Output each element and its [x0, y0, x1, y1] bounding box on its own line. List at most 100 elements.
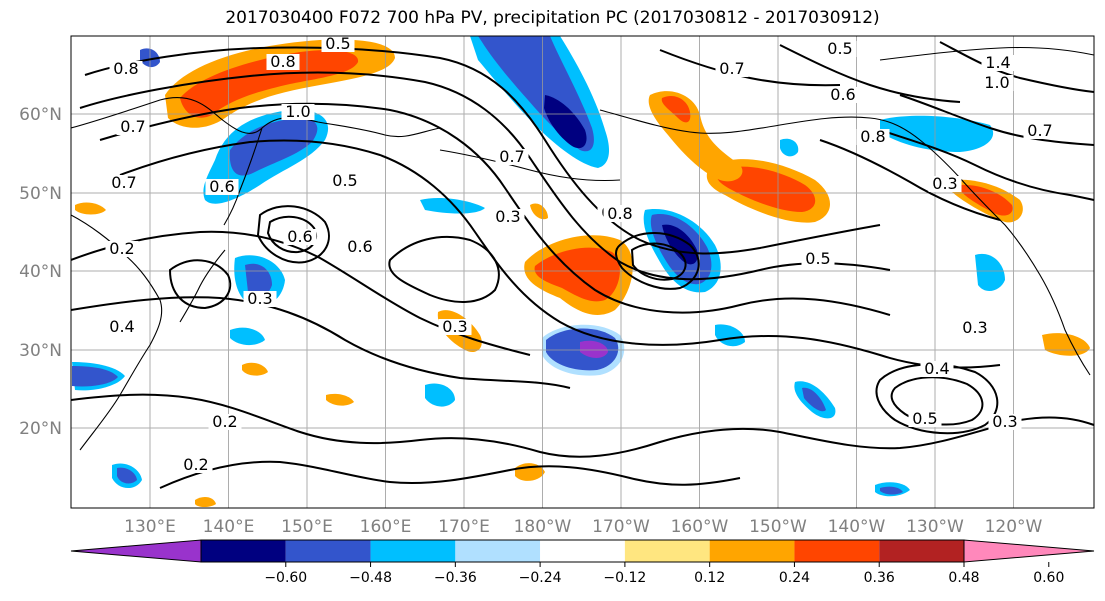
lon-label: 150°W — [749, 517, 807, 537]
colorbar-segment — [370, 540, 456, 562]
colorbar-segment — [201, 540, 286, 562]
shading-lightblue-cal — [975, 253, 1005, 292]
contour-label-bg — [243, 291, 277, 307]
contour-label: 0.5 — [325, 34, 350, 53]
pv-contour — [119, 139, 1001, 369]
pv-contour — [84, 46, 881, 255]
contour-label-bg — [715, 61, 749, 77]
contour-label: 0.3 — [495, 207, 520, 226]
lon-label: 160°W — [671, 517, 729, 537]
pv-contour — [630, 242, 687, 281]
contour-label: 0.3 — [932, 174, 957, 193]
contour-label: 0.8 — [607, 204, 632, 223]
contour-label: 0.3 — [442, 317, 467, 336]
colorbar-tick-label: −0.36 — [434, 570, 477, 586]
contour-label: 0.7 — [1027, 121, 1052, 140]
contour-label: 0.2 — [183, 455, 208, 474]
shading-lightblue-small-2 — [425, 383, 455, 407]
pv-contour — [159, 460, 741, 489]
contour-label-bg — [321, 36, 355, 52]
pv-contour — [168, 259, 232, 310]
shading-orange-small-5 — [195, 496, 216, 507]
colorbar-segment — [709, 540, 795, 562]
contour-label: 0.8 — [860, 127, 885, 146]
chart-title: 2017030400 F072 700 hPa PV, precipitatio… — [225, 8, 880, 28]
lon-label: 160°E — [360, 517, 412, 537]
shading-lightblue-small-8 — [780, 138, 799, 157]
coastline-japan — [179, 249, 226, 323]
lon-label: 140°W — [828, 517, 886, 537]
contour-label: 0.3 — [247, 289, 272, 308]
contour-label: 0.6 — [209, 177, 234, 196]
longitude-labels: 130°E 140°E 150°E 160°E 170°E 180°W 170°W 160°W… — [124, 517, 1042, 537]
contour-label: 1.0 — [984, 73, 1009, 92]
colorbar-extend-max — [963, 539, 1095, 563]
pv-contours — [71, 41, 1094, 489]
shading-navy-alaska-trough — [544, 95, 587, 149]
contour-label: 0.3 — [962, 318, 987, 337]
colorbar-tick-label: 0.12 — [694, 570, 725, 586]
coastline-kamchatka — [223, 127, 263, 226]
colorbar-segment — [879, 540, 964, 562]
contour-label-bg — [603, 206, 637, 222]
contour-label-bg — [823, 41, 857, 57]
lon-label: 130°W — [906, 517, 964, 537]
contour-label-bg — [179, 457, 213, 473]
lat-label: 60°N — [19, 105, 62, 125]
contour-label-bg — [1023, 123, 1057, 139]
colorbar-extend-min — [70, 539, 202, 563]
shading-red-center — [534, 247, 620, 302]
shading-red-gulf — [716, 166, 816, 212]
lon-label: 130°E — [124, 517, 176, 537]
shading-blue-asia-coast — [72, 366, 118, 387]
contour-label: 0.6 — [347, 237, 372, 256]
shading-lightblue-small-6 — [715, 324, 745, 347]
shading-orange-small-3 — [326, 393, 354, 406]
contour-label-bg — [801, 251, 835, 267]
shading-red-north-pacific — [180, 50, 359, 118]
colorbar-segment — [794, 540, 880, 562]
contour-label: 0.7 — [499, 147, 524, 166]
contour-label-bg — [109, 61, 143, 77]
contour-label-bg — [491, 209, 525, 225]
colorbar-tick-label: 0.36 — [864, 570, 895, 586]
contour-label-bg — [205, 179, 239, 195]
lat-label: 30°N — [19, 341, 62, 361]
colorbar-tick-label: 0.24 — [779, 570, 810, 586]
pv-contour — [899, 94, 1094, 146]
pv-contour — [779, 44, 961, 103]
contour-label: 0.7 — [719, 59, 744, 78]
pv-contour — [879, 129, 1094, 201]
shading-lightblue-small-3 — [230, 327, 265, 346]
colorbar-tick-label: 0.48 — [948, 570, 979, 586]
contour-label-bg — [438, 319, 472, 335]
lon-label: 180°W — [514, 517, 572, 537]
contour-label-bg — [105, 241, 139, 257]
lat-label: 50°N — [19, 184, 62, 204]
colorbar-tick-label: −0.12 — [603, 570, 646, 586]
contour-label-bg — [328, 173, 362, 189]
shading-orange-small-1 — [75, 202, 106, 215]
pv-contour — [99, 102, 891, 316]
contour-label-bg — [105, 319, 139, 335]
contour-label-bg — [958, 320, 992, 336]
contour-label: 0.5 — [332, 171, 357, 190]
pv-contour — [256, 205, 330, 264]
lon-label: 170°E — [438, 517, 490, 537]
shading-red-alaska — [661, 95, 691, 123]
map-frame — [70, 35, 1095, 509]
pv-contour — [890, 376, 984, 426]
colorbar-segment — [540, 540, 625, 562]
contour-label-bg — [928, 176, 962, 192]
pv-contour — [71, 393, 1094, 458]
contour-label: 0.5 — [912, 409, 937, 428]
contour-label-bg — [826, 87, 860, 103]
contour-label: 0.2 — [109, 239, 134, 258]
contour-label-bg — [107, 175, 141, 191]
contour-label-bg — [208, 414, 242, 430]
contour-label-bg — [343, 239, 377, 255]
contour-label-bg — [116, 119, 150, 135]
pv-contour — [939, 41, 1094, 93]
pv-contour — [71, 296, 571, 389]
